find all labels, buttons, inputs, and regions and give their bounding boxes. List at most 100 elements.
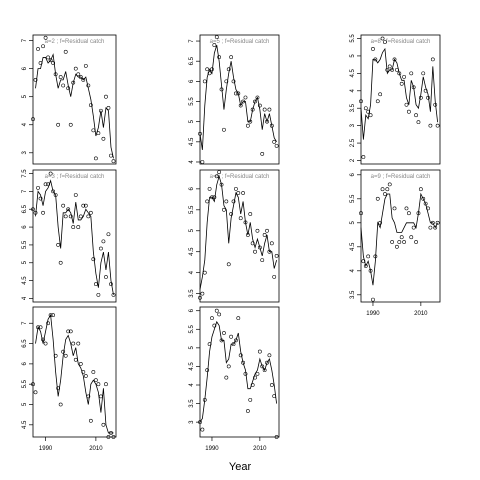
y-tick-label: 4 bbox=[350, 88, 356, 92]
observed-point bbox=[212, 323, 217, 328]
observed-point bbox=[76, 72, 81, 77]
observed-point bbox=[269, 241, 274, 246]
observed-point bbox=[212, 43, 217, 47]
observed-point bbox=[46, 182, 50, 187]
observed-point bbox=[385, 187, 390, 192]
observed-point bbox=[76, 341, 81, 346]
observed-point bbox=[83, 63, 88, 68]
y-tick-label: 4.5 bbox=[22, 276, 28, 285]
y-tick-label: 4.5 bbox=[189, 362, 195, 371]
panel-a8: 2 2.5 3 3.5 4 4.5 5 5.5 a=8 ; f=Residual catch bbox=[350, 34, 441, 165]
observed-point bbox=[198, 420, 202, 425]
observed-point bbox=[238, 216, 243, 221]
panel-frame bbox=[32, 169, 117, 303]
observed-point bbox=[51, 189, 56, 194]
observed-point bbox=[106, 435, 111, 439]
observed-point bbox=[363, 264, 368, 268]
observed-point bbox=[257, 103, 262, 108]
y-tick-label: 3.5 bbox=[189, 289, 195, 298]
observed-point bbox=[86, 394, 91, 399]
observed-point bbox=[205, 199, 210, 204]
observed-point bbox=[41, 44, 45, 49]
y-tick-label: 6 bbox=[22, 362, 28, 366]
observed-point bbox=[421, 71, 426, 76]
observed-point bbox=[267, 249, 272, 254]
panel-label: a=8 ; f=Residual catch bbox=[371, 39, 431, 45]
observed-point bbox=[262, 368, 267, 373]
observed-point bbox=[33, 390, 38, 395]
observed-point bbox=[274, 143, 279, 148]
observed-point bbox=[234, 338, 238, 343]
observed-point bbox=[387, 64, 392, 69]
observed-point bbox=[226, 67, 231, 72]
observed-point bbox=[56, 386, 61, 391]
observed-point bbox=[104, 275, 108, 279]
observed-point bbox=[88, 210, 93, 215]
observed-point bbox=[245, 123, 250, 128]
panel-a9: 3.5 4 4.5 5 5.5 6 1990 2010 a=9 ; f=Residual cat… bbox=[350, 169, 441, 317]
observed-point bbox=[399, 81, 404, 86]
fitted-line bbox=[35, 313, 114, 434]
panel-frame bbox=[360, 169, 441, 303]
observed-point bbox=[255, 95, 260, 100]
observed-point bbox=[214, 35, 219, 39]
observed-point bbox=[404, 206, 409, 211]
observed-point bbox=[96, 131, 101, 136]
observed-point bbox=[43, 182, 48, 187]
observed-point bbox=[31, 117, 35, 122]
fitted-line bbox=[360, 192, 438, 286]
observed-point bbox=[426, 95, 430, 100]
y-tick-label: 5.5 bbox=[22, 379, 28, 388]
observed-point bbox=[385, 67, 390, 72]
observed-point bbox=[66, 207, 71, 212]
observed-point bbox=[426, 206, 430, 211]
observed-point bbox=[56, 122, 61, 127]
observed-point bbox=[272, 394, 277, 399]
observed-point bbox=[234, 186, 238, 191]
y-tick-label: 7.5 bbox=[22, 169, 28, 178]
observed-point bbox=[435, 123, 440, 128]
observed-point bbox=[430, 220, 435, 225]
observed-point bbox=[219, 87, 224, 92]
observed-point bbox=[202, 79, 207, 84]
observed-point bbox=[229, 334, 234, 339]
observed-point bbox=[106, 106, 111, 110]
observed-point bbox=[274, 435, 279, 439]
observed-point bbox=[378, 92, 383, 97]
observed-point bbox=[423, 88, 428, 93]
observed-point bbox=[93, 156, 98, 161]
observed-point bbox=[404, 102, 409, 107]
fitted-line bbox=[199, 174, 277, 290]
observed-point bbox=[395, 67, 399, 72]
observed-point bbox=[101, 422, 106, 427]
observed-point bbox=[274, 253, 279, 258]
observed-point bbox=[423, 201, 428, 206]
observed-point bbox=[106, 232, 111, 237]
y-tick-label: 5 bbox=[22, 402, 28, 406]
observed-point bbox=[73, 357, 78, 362]
observed-point bbox=[411, 225, 416, 230]
observed-point bbox=[88, 103, 93, 108]
observed-point bbox=[68, 329, 73, 334]
x-tick-label: 1990 bbox=[39, 446, 53, 452]
observed-point bbox=[53, 193, 58, 197]
y-tick-label: 7 bbox=[22, 321, 28, 325]
panel-a2: 3 4 5 6 7 a=2 ; f=Residual catch bbox=[22, 34, 117, 165]
observed-point bbox=[241, 360, 245, 365]
observed-point bbox=[397, 71, 402, 76]
observed-point bbox=[433, 102, 438, 107]
panel-label: a=5 ; f=Residual catch bbox=[210, 39, 270, 45]
y-tick-label: 2 bbox=[350, 158, 356, 162]
observed-point bbox=[238, 103, 243, 108]
observed-point bbox=[58, 75, 63, 79]
observed-point bbox=[262, 107, 267, 112]
y-tick-label: 5 bbox=[350, 220, 356, 224]
y-tick-label: 7 bbox=[189, 39, 195, 43]
observed-point bbox=[222, 207, 226, 212]
y-tick-label: 3 bbox=[189, 420, 195, 424]
observed-point bbox=[231, 79, 236, 84]
observed-point bbox=[414, 240, 418, 244]
observed-point bbox=[241, 191, 245, 195]
observed-point bbox=[253, 249, 257, 254]
observed-point bbox=[41, 337, 45, 342]
